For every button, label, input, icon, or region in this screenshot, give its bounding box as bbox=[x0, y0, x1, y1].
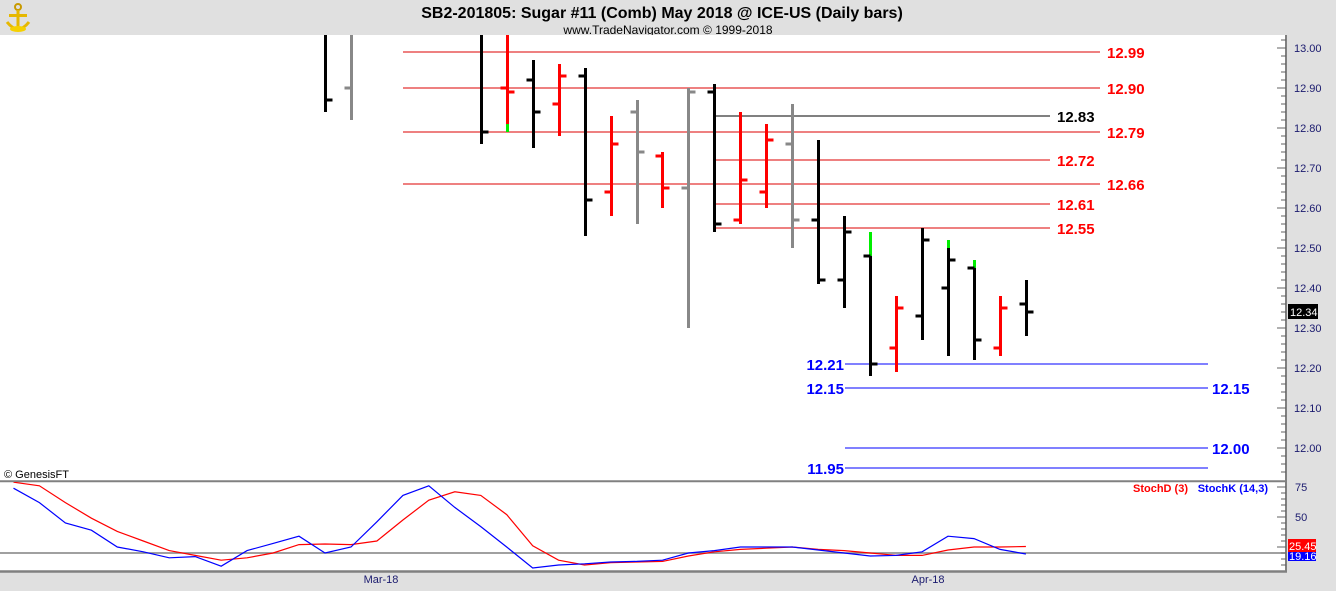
last-price-label: 12.34 bbox=[1290, 307, 1318, 319]
price-bar[interactable] bbox=[681, 88, 696, 328]
last-stoch-d-marker: 25.45 bbox=[1288, 539, 1317, 553]
price-bar[interactable] bbox=[707, 84, 722, 232]
stoch-axis-label: 75 bbox=[1295, 482, 1307, 494]
price-bar[interactable] bbox=[552, 64, 567, 136]
chart-subtitle: www.TradeNavigator.com © 1999-2018 bbox=[562, 23, 772, 37]
price-bar[interactable] bbox=[344, 28, 353, 120]
price-axis-label: 12.50 bbox=[1294, 243, 1322, 255]
level-label: 12.72 bbox=[1057, 153, 1095, 170]
stochastic-panel[interactable] bbox=[0, 482, 1285, 571]
copyright-label: © GenesisFT bbox=[4, 469, 69, 481]
price-axis-label: 12.30 bbox=[1294, 323, 1322, 335]
price-bar[interactable] bbox=[578, 68, 593, 236]
date-label-apr: Apr-18 bbox=[911, 574, 944, 586]
date-label-mar: Mar-18 bbox=[364, 574, 399, 586]
price-bar[interactable] bbox=[655, 152, 670, 208]
anchor-icon[interactable] bbox=[5, 3, 31, 32]
price-bar[interactable] bbox=[785, 104, 800, 248]
level-label: 12.99 bbox=[1107, 45, 1145, 62]
price-axis-label: 12.90 bbox=[1294, 83, 1322, 95]
level-label: 11.95 bbox=[807, 461, 844, 478]
level-labels: 12.99 12.90 12.79 12.66 12.83 12.72 12.61 12.55… bbox=[806, 45, 1249, 478]
price-bar[interactable] bbox=[526, 60, 541, 148]
price-panel[interactable] bbox=[0, 35, 1285, 481]
level-label: 12.90 bbox=[1107, 81, 1145, 98]
price-axis-label: 12.60 bbox=[1294, 203, 1322, 215]
level-label: 12.15 bbox=[806, 381, 844, 398]
price-bar[interactable] bbox=[604, 116, 619, 216]
price-bar[interactable] bbox=[1019, 280, 1034, 336]
level-label: 12.00 bbox=[1212, 441, 1250, 458]
level-label: 12.61 bbox=[1057, 197, 1095, 214]
stoch-axis-label: 50 bbox=[1295, 512, 1307, 524]
last-stoch-d-label: 25.45 bbox=[1289, 541, 1317, 553]
chart-title: SB2-201805: Sugar #11 (Comb) May 2018 @ … bbox=[421, 5, 903, 22]
price-bar[interactable] bbox=[941, 240, 956, 356]
price-bars bbox=[324, 28, 1034, 376]
price-bar[interactable] bbox=[733, 112, 748, 224]
level-label: 12.15 bbox=[1212, 381, 1250, 398]
date-axis[interactable]: Mar-18 Apr-18 bbox=[364, 574, 945, 586]
level-label: 12.83 bbox=[1057, 109, 1095, 126]
last-price-marker: 12.34 bbox=[1288, 304, 1318, 319]
price-axis-label: 12.00 bbox=[1294, 443, 1322, 455]
level-label: 12.66 bbox=[1107, 177, 1145, 194]
price-axis-label: 12.20 bbox=[1294, 363, 1322, 375]
last-stoch-k-label: 19.16 bbox=[1289, 551, 1317, 563]
stochastic-axis[interactable]: 75 50 bbox=[1277, 482, 1307, 566]
price-bar[interactable] bbox=[500, 28, 515, 132]
price-axis-label: 12.40 bbox=[1294, 283, 1322, 295]
level-label: 12.55 bbox=[1057, 221, 1095, 238]
price-bar[interactable] bbox=[837, 216, 852, 308]
legend-stoch-d: StochD (3) bbox=[1133, 483, 1188, 495]
price-bar[interactable] bbox=[967, 260, 982, 360]
price-bar[interactable] bbox=[480, 28, 489, 144]
price-bar[interactable] bbox=[863, 232, 878, 376]
price-bar[interactable] bbox=[759, 124, 774, 208]
price-axis-label: 12.80 bbox=[1294, 123, 1322, 135]
price-bar[interactable] bbox=[889, 296, 904, 372]
level-lines bbox=[403, 51, 1208, 469]
level-label: 12.21 bbox=[806, 357, 844, 374]
stochastic-reference-lines bbox=[0, 480, 1285, 554]
price-axis-label: 13.00 bbox=[1294, 43, 1322, 55]
price-bar[interactable] bbox=[630, 100, 645, 224]
stoch-d-line bbox=[13, 482, 1026, 566]
price-axis[interactable]: 13.00 12.90 12.80 12.70 12.60 12.50 12.40 12.30… bbox=[1277, 39, 1322, 473]
level-label: 12.79 bbox=[1107, 125, 1145, 142]
price-axis-label: 12.70 bbox=[1294, 163, 1322, 175]
price-bar[interactable] bbox=[324, 28, 333, 112]
stoch-k-line bbox=[13, 485, 1027, 569]
price-bar[interactable] bbox=[993, 296, 1008, 356]
price-bar[interactable] bbox=[915, 228, 930, 340]
legend-stoch-k: StochK (14,3) bbox=[1198, 483, 1269, 495]
price-axis-label: 12.10 bbox=[1294, 403, 1322, 415]
stochastic-lines bbox=[13, 482, 1027, 569]
price-bar[interactable] bbox=[811, 140, 826, 284]
